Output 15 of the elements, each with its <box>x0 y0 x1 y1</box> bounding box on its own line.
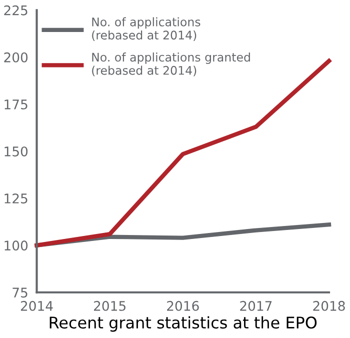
x-tick-label: 2017 <box>240 300 272 311</box>
legend-label: No. of applications (rebased at 2014) <box>92 17 200 41</box>
y-tick-label: 225 <box>4 5 28 16</box>
x-tick-label: 2015 <box>94 300 126 311</box>
y-tick-label: 75 <box>12 288 28 298</box>
x-tick-label: 2014 <box>20 300 53 311</box>
y-tick-label: 150 <box>4 146 28 156</box>
y-tick-label: 175 <box>4 100 28 110</box>
y-tick-label: 200 <box>4 52 28 62</box>
x-tick-label: 2016 <box>167 300 199 311</box>
x-tick-label: 2018 <box>313 300 345 311</box>
x-axis-title: Recent grant statistics at the EPO <box>50 316 317 332</box>
y-tick-label: 125 <box>4 194 28 204</box>
y-tick-label: 100 <box>4 240 28 251</box>
legend-label: No. of applications granted (rebased at 2014) <box>92 52 250 76</box>
